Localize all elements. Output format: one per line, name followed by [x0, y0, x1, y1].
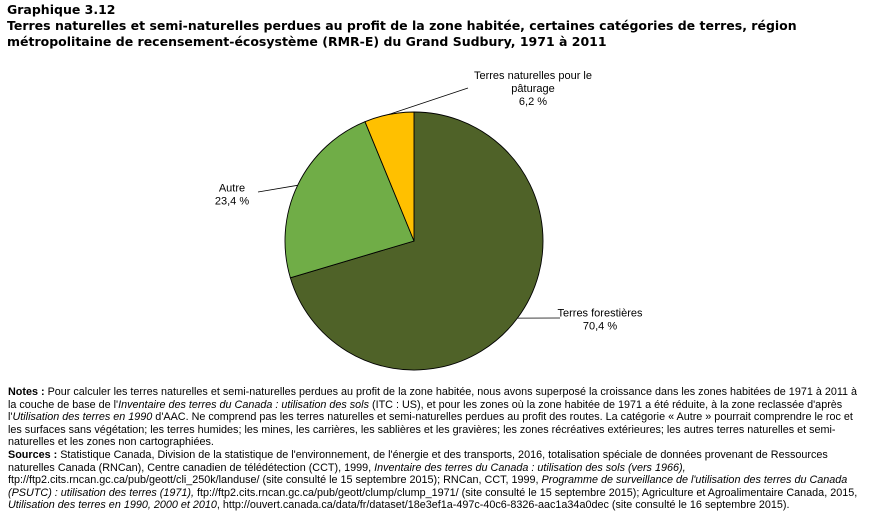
notes-text-3: Utilisation des terres en 1990: [12, 411, 153, 424]
notes-text-0: Pour calculer les terres naturelles et s…: [8, 386, 858, 411]
notes-label: Notes :: [8, 386, 45, 398]
sources-text-5: Utilisation des terres en 1990, 2000 et …: [8, 499, 217, 512]
sources-text-3: Programme de surveillance de l'utilisati…: [8, 474, 848, 499]
leader-line-2: [257, 184, 298, 193]
slice-label-1-line-2: 70,4 %: [583, 321, 617, 333]
sources-text-1: Inventaire des terres du Canada : utilis…: [374, 461, 686, 474]
slice-label-1-line-1: Terres forestières: [558, 308, 643, 320]
graph-number: Graphique 3.12: [7, 2, 116, 17]
sources-text-6: , http://ouvert.canada.ca/data/fr/datase…: [216, 499, 790, 512]
sources-text-2: ftp://ftp2.cits.rncan.gc.ca/pub/geott/cl…: [8, 474, 542, 487]
notes-text-1: Inventaire des terres du Canada : utilis…: [118, 398, 369, 411]
notes-block: Notes : Pour calculer les terres naturel…: [8, 386, 863, 512]
slice-label-2-line-1: Autre: [219, 183, 245, 195]
sources-text-4: ftp://ftp2.cits.rncan.gc.ca/pub/geott/cl…: [194, 486, 858, 499]
notes-text-2: (ITC : US), et pour les zones où la zone…: [8, 398, 843, 424]
chart-header: Graphique 3.12 Terres naturelles et semi…: [7, 2, 857, 50]
sources-label: Sources :: [8, 448, 58, 461]
pie-slice-2: [284, 121, 415, 279]
slice-label-3-line-1: Terres naturelles pour le: [474, 70, 592, 82]
leader-line-3: [388, 87, 469, 115]
pie-slice-1: [289, 111, 544, 371]
slice-label-3-line-2: pâturage: [511, 83, 554, 95]
sources-paragraph: Sources : Statistique Canada, Division d…: [8, 449, 863, 512]
slice-label-3-line-3: 6,2 %: [519, 96, 547, 108]
chart-title: Terres naturelles et semi-naturelles per…: [7, 18, 797, 49]
notes-paragraph: Notes : Pour calculer les terres naturel…: [8, 386, 863, 449]
sources-text-0: Statistique Canada, Division de la stati…: [8, 448, 828, 474]
notes-text-4: d'AAC. Ne comprend pas les terres nature…: [8, 411, 853, 449]
slice-label-2-line-2: 23,4 %: [215, 196, 249, 208]
